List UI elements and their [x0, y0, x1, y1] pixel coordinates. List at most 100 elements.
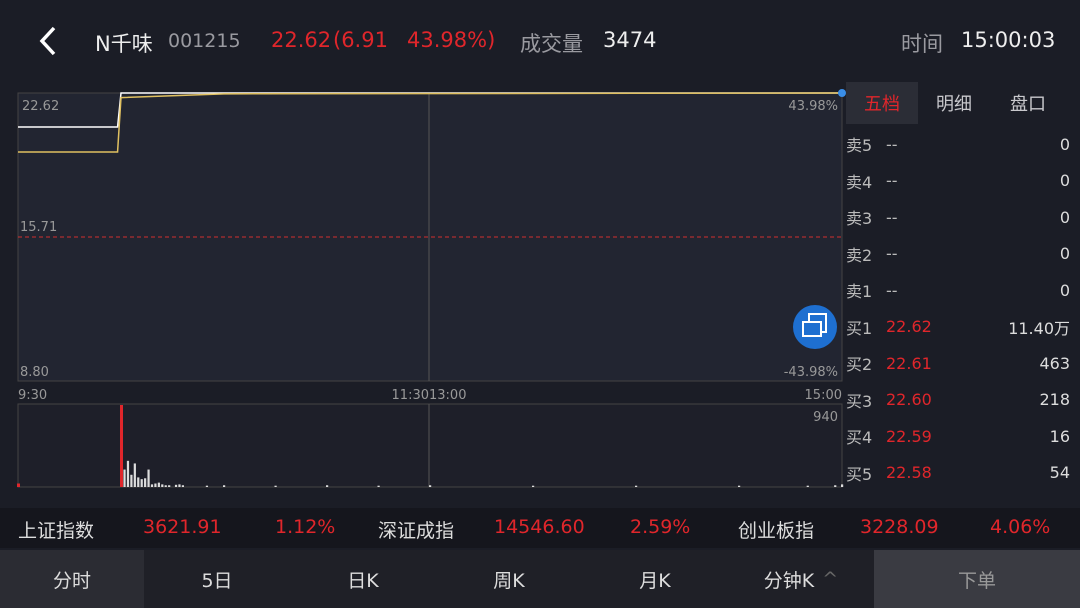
order-book-row: 卖4 -- 0: [846, 163, 1070, 199]
index-value: 3228.09: [860, 516, 939, 538]
index-pct: 4.06%: [990, 516, 1051, 538]
volume-bar: [429, 485, 432, 487]
level-label: 卖2: [846, 245, 873, 265]
time-label: 时间: [901, 32, 943, 56]
level-label: 买1: [846, 318, 873, 338]
order-book-row: 买1 22.62 11.40万: [846, 309, 1070, 345]
tab-details[interactable]: 明细: [936, 94, 972, 115]
time-mid: 11:3013:00: [392, 388, 467, 403]
chevron-left-icon[interactable]: [38, 26, 58, 56]
level-volume: 463: [1039, 353, 1070, 373]
volume: 3474: [603, 28, 657, 52]
tab-monthly-k[interactable]: 月K: [582, 550, 728, 608]
index-pct: 2.59%: [630, 516, 691, 538]
volume-bar: [738, 485, 741, 487]
volume-bar: [532, 485, 535, 487]
rotate-screen-icon[interactable]: [793, 305, 837, 349]
level-volume: 54: [1049, 463, 1070, 482]
pct-low-label: -43.98%: [784, 365, 838, 380]
intraday-chart: 22.62 15.71 8.80 43.98% -43.98% 9:30 11:…: [17, 89, 846, 488]
tab-intraday[interactable]: 分时: [0, 550, 144, 608]
level-volume: 0: [1059, 244, 1070, 263]
order-book-row: 买4 22.59 16: [846, 418, 1070, 454]
tab-five-levels[interactable]: 五档: [846, 82, 918, 124]
order-book-row: 卖1 -- 0: [846, 272, 1070, 308]
volume-bar: [174, 484, 178, 487]
volume-bar: [377, 485, 380, 487]
level-label: 卖1: [846, 282, 873, 301]
volume-bar: [150, 484, 154, 487]
volume-bar: [841, 484, 844, 487]
level-label: 买4: [846, 428, 873, 447]
volume-bar: [144, 478, 147, 487]
index-value: 14546.60: [494, 516, 585, 538]
price-high-label: 22.62: [22, 99, 59, 114]
time-start: 9:30: [18, 388, 47, 403]
last-price-dot: [838, 89, 846, 97]
volume-bar: [140, 479, 143, 487]
level-volume: 0: [1059, 280, 1070, 300]
volume-bar: [326, 485, 329, 487]
tab-handicap[interactable]: 盘口: [1010, 94, 1046, 115]
level-price: --: [886, 134, 898, 154]
volume-bar: [133, 463, 136, 487]
vol-max-label: 940: [813, 410, 838, 425]
level-label: 买3: [846, 391, 873, 411]
tab-minute-k[interactable]: 分钟K ^: [728, 550, 874, 608]
price: 22.62: [271, 28, 332, 52]
index-name: 深证成指: [378, 520, 455, 542]
order-book-row: 买2 22.61 463: [846, 345, 1070, 381]
level-price: --: [886, 207, 898, 227]
volume-bar: [205, 485, 209, 487]
volume-bar: [635, 485, 638, 487]
level-volume: 16: [1049, 426, 1070, 446]
order-book-row: 卖5 -- 0: [846, 126, 1070, 162]
index-bar: 上证指数 3621.91 1.12% 深证成指 14546.60 2.59% 创…: [0, 508, 1080, 548]
index-name: 创业板指: [738, 520, 815, 542]
volume-bar: [126, 460, 130, 487]
level-volume: 0: [1059, 134, 1070, 154]
level-price: --: [886, 244, 898, 263]
level-price: --: [886, 171, 898, 190]
level-volume: 0: [1059, 207, 1070, 227]
volume-label: 成交量: [520, 32, 583, 56]
level-label: 卖4: [846, 172, 873, 192]
volume-bar: [137, 477, 140, 487]
volume-bar: [161, 484, 164, 487]
order-book-row: 买5 22.58 54: [846, 455, 1070, 491]
volume-bar: [168, 485, 171, 487]
time: 15:00:03: [961, 28, 1056, 52]
level-price: --: [886, 280, 898, 300]
volume-bar: [17, 483, 20, 487]
volume-bar: [834, 485, 837, 487]
index-name: 上证指数: [18, 520, 95, 542]
level-price: 22.61: [886, 353, 932, 373]
volume-panel: [17, 403, 843, 488]
tab-daily-k[interactable]: 日K: [290, 550, 436, 608]
volume-bar: [178, 484, 181, 487]
tab-weekly-k[interactable]: 周K: [436, 550, 582, 608]
header: N千味 001215 22.62 (6.91 43.98%) 成交量 3474 …: [0, 0, 1080, 82]
order-book-row: 卖2 -- 0: [846, 236, 1070, 272]
volume-bar: [147, 469, 150, 487]
time-end: 15:00: [805, 388, 842, 403]
volume-bar: [806, 485, 809, 487]
pct-high-label: 43.98%: [788, 99, 838, 114]
volume-bar: [120, 405, 123, 487]
volume-bar: [154, 483, 157, 487]
level-price: 22.58: [886, 463, 932, 482]
index-value: 3621.91: [143, 516, 222, 538]
level-price: 22.60: [886, 390, 932, 409]
order-book-row: 买3 22.60 218: [846, 382, 1070, 418]
stock-code: 001215: [168, 30, 241, 52]
volume-bar: [164, 485, 167, 487]
level-label: 买5: [846, 464, 873, 484]
tab-5day[interactable]: 5日: [144, 550, 290, 608]
level-volume: 11.40万: [1008, 318, 1070, 338]
order-button[interactable]: 下单: [874, 550, 1080, 608]
level-price: 22.59: [886, 426, 932, 446]
level-volume: 218: [1039, 390, 1070, 409]
tab-minute-k-label: 分钟K: [763, 569, 815, 592]
chevron-up-icon: ^: [822, 568, 839, 590]
average-price-line: [18, 92, 843, 153]
